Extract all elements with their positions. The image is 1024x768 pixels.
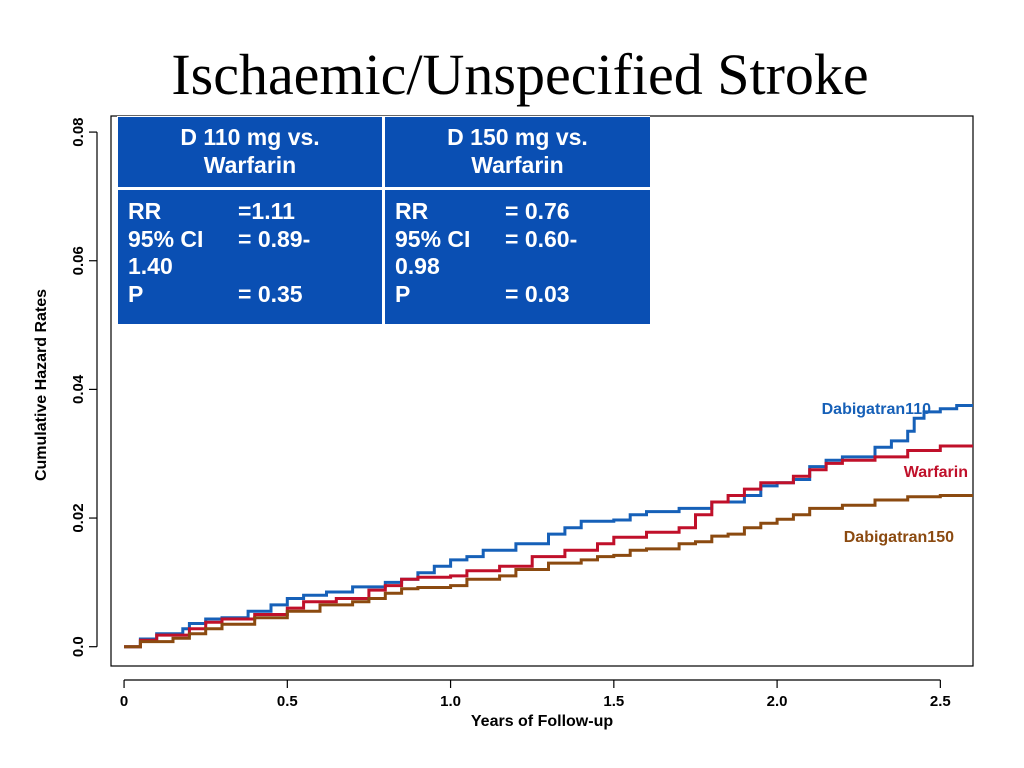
rr-label-d150: RR — [395, 198, 429, 224]
ci-row-d110: 95% CI = 0.89- — [128, 226, 372, 254]
slide-title: Ischaemic/Unspecified Stroke — [171, 42, 869, 107]
p-value-d150: = 0.03 — [505, 280, 570, 307]
x-axis: 0 0.5 1.0 1.5 2.0 2.5 — [120, 679, 951, 710]
header-d150-text: D 150 mg vs. Warfarin — [447, 124, 588, 178]
x-axis-label: Years of Follow-up — [471, 713, 613, 730]
rr-label-d110: RR — [128, 198, 162, 224]
x-tick-label: 0 — [120, 693, 128, 710]
p-value-d110: = 0.35 — [238, 280, 303, 307]
ci-cont-d110: 1.40 — [128, 253, 173, 280]
x-tick-label: 0.5 — [277, 693, 298, 710]
rr-row-d150: RR = 0.76 — [395, 198, 640, 226]
rr-value-d150: = 0.76 — [505, 198, 570, 224]
label-warfarin: Warfarin — [904, 464, 968, 481]
y-tick-label: 0.02 — [70, 503, 87, 532]
y-axis-label: Cumulative Hazard Rates — [33, 289, 50, 481]
p-label-d110: P — [128, 280, 144, 307]
series-line-warfarin — [124, 444, 973, 649]
stats-table: D 110 mg vs. Warfarin D 150 mg vs. Warfa… — [117, 116, 650, 324]
rr-row-d110: RR =1.11 — [128, 198, 372, 226]
ci-value-d110: = 0.89- — [238, 225, 311, 252]
header-d150: D 150 mg vs. Warfarin — [385, 117, 650, 187]
series-lines — [124, 404, 973, 649]
ci-row-d150: 95% CI = 0.60- — [395, 226, 640, 254]
series-line-dabigatran150 — [124, 494, 973, 649]
ci-value-d150: = 0.60- — [505, 225, 578, 252]
x-tick-label: 1.5 — [603, 693, 624, 710]
ci-label-d150: 95% CI — [395, 225, 471, 252]
ci-label-d110: 95% CI — [128, 225, 204, 252]
y-tick-label: 0.06 — [70, 246, 87, 275]
stats-d150: RR = 0.76 95% CI = 0.60- 0.98 P = 0.03 — [385, 190, 650, 324]
x-tick-label: 2.5 — [930, 693, 951, 710]
p-row-d110: P = 0.35 — [128, 281, 372, 309]
header-d110-text: D 110 mg vs. Warfarin — [180, 124, 320, 178]
x-tick-label: 2.0 — [767, 693, 788, 710]
series-line-dabigatran110 — [124, 404, 973, 649]
y-axis: 0.0 0.02 0.04 0.06 0.08 — [70, 117, 98, 657]
label-dabigatran150: Dabigatran150 — [844, 529, 954, 546]
ci-cont-d150: 0.98 — [395, 253, 440, 280]
label-dabigatran110: Dabigatran110 — [822, 401, 931, 418]
y-tick-label: 0.0 — [70, 636, 87, 657]
header-d110: D 110 mg vs. Warfarin — [118, 117, 382, 187]
p-label-d150: P — [395, 280, 411, 307]
y-tick-label: 0.08 — [70, 117, 87, 146]
p-row-d150: P = 0.03 — [395, 281, 640, 309]
rr-value-d110: =1.11 — [238, 198, 295, 224]
x-tick-label: 1.0 — [440, 693, 461, 710]
y-tick-label: 0.04 — [70, 374, 87, 404]
stats-d110: RR =1.11 95% CI = 0.89- 1.40 P = 0.35 — [118, 190, 382, 324]
